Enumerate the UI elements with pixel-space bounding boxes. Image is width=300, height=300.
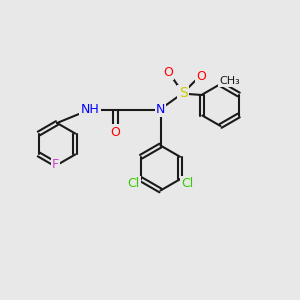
Text: O: O (111, 125, 120, 139)
Text: O: O (196, 70, 206, 83)
Text: Cl: Cl (182, 177, 194, 190)
Text: S: S (178, 86, 188, 100)
Text: N: N (156, 103, 165, 116)
Text: O: O (163, 65, 173, 79)
Text: F: F (52, 158, 59, 172)
Text: NH: NH (81, 103, 99, 116)
Text: Cl: Cl (128, 177, 140, 190)
Text: CH₃: CH₃ (219, 76, 240, 86)
